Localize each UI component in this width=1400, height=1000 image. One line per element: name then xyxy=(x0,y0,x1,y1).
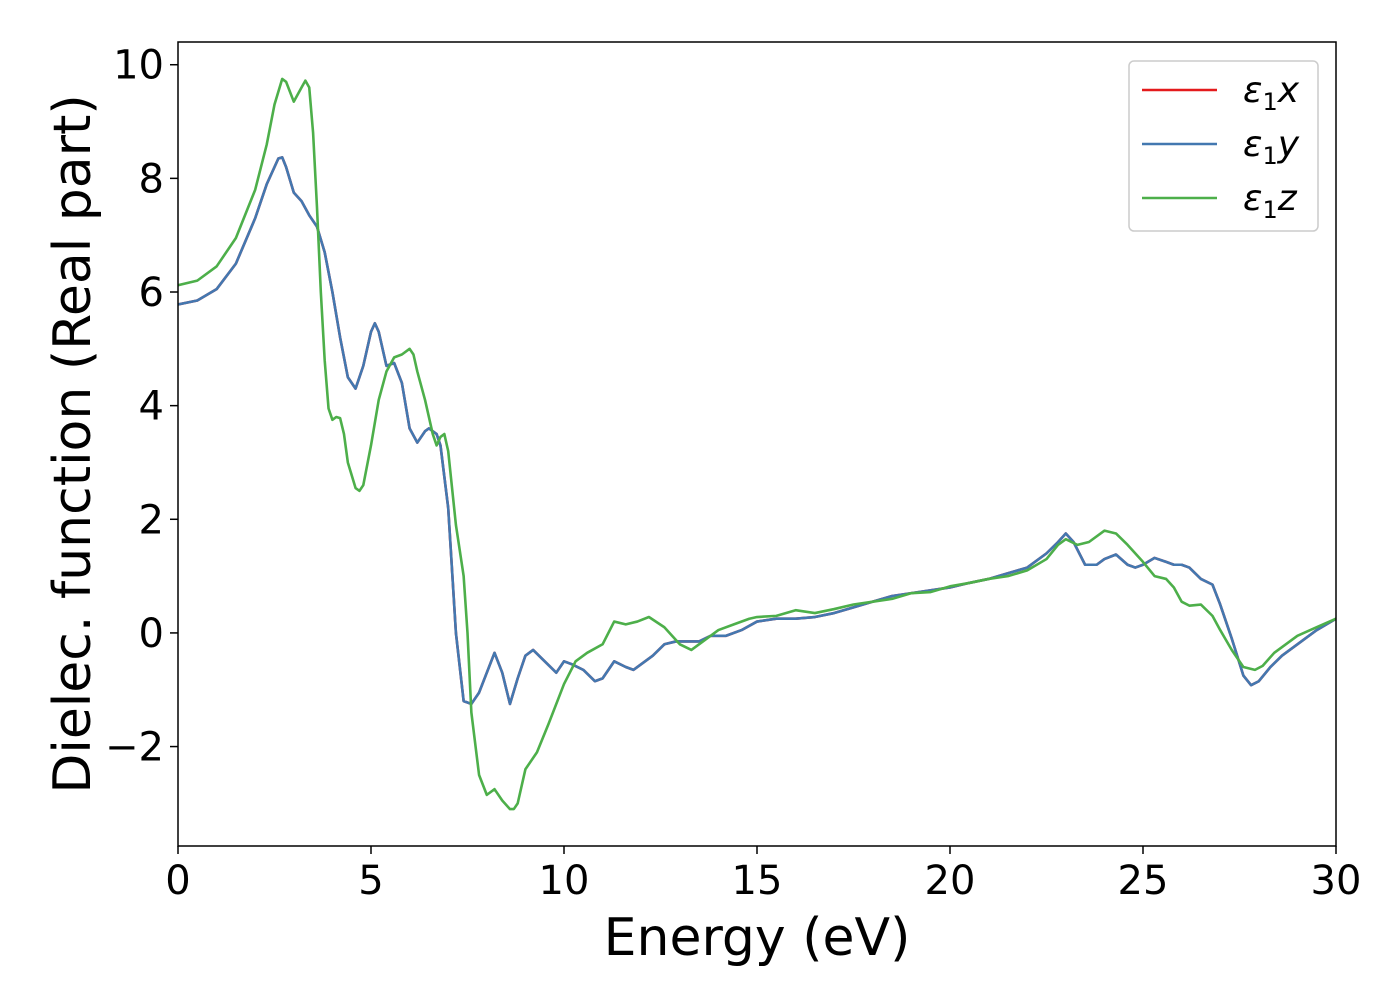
series-line-z xyxy=(178,77,1336,811)
y-tick-label: 10 xyxy=(113,43,164,89)
legend-label-z: ε1z xyxy=(1243,178,1298,224)
y-tick-label: 6 xyxy=(139,270,164,316)
x-tick-label: 25 xyxy=(1118,858,1169,904)
y-axis-label: Dielec. function (Real part) xyxy=(43,94,103,793)
y-tick-label: 8 xyxy=(139,156,164,202)
y-tick-label: 2 xyxy=(139,497,164,543)
y-tick-label: −2 xyxy=(105,725,164,771)
legend-label-x: ε1x xyxy=(1243,70,1300,116)
x-axis-label: Energy (eV) xyxy=(604,908,911,968)
x-tick-label: 0 xyxy=(165,858,190,904)
x-tick-label: 30 xyxy=(1311,858,1362,904)
x-axis-ticks: 0 5 10 15 20 25 30 xyxy=(165,846,1361,904)
x-tick-label: 20 xyxy=(925,858,976,904)
x-tick-label: 5 xyxy=(358,858,383,904)
x-tick-label: 15 xyxy=(732,858,783,904)
y-axis-ticks: −2 0 2 4 6 8 10 xyxy=(105,43,178,771)
x-tick-label: 10 xyxy=(539,858,590,904)
legend: ε1x ε1y ε1z xyxy=(1128,60,1319,232)
series-line-y xyxy=(178,156,1336,706)
legend-box xyxy=(1128,60,1319,232)
legend-label-y: ε1y xyxy=(1243,124,1300,170)
y-tick-label: 0 xyxy=(139,611,164,657)
y-tick-label: 4 xyxy=(139,384,164,430)
series-layer xyxy=(178,77,1336,811)
